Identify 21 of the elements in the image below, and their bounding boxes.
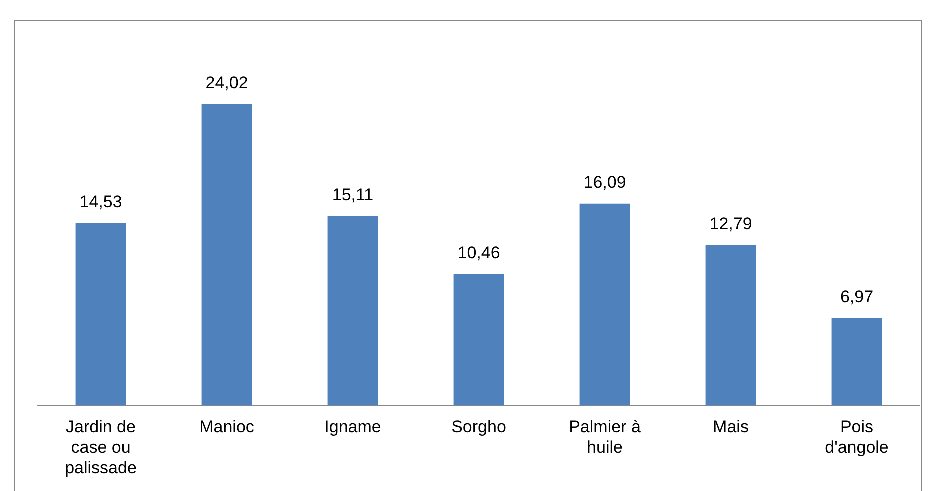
data-label: 6,97 <box>840 288 874 306</box>
bar <box>832 318 882 406</box>
bar <box>454 274 504 406</box>
data-label: 14,53 <box>80 192 122 212</box>
x-tick-label: Pois d'angole <box>825 418 889 458</box>
bar <box>328 216 378 406</box>
data-label: 15,11 <box>332 185 374 204</box>
x-tick-label: Igname <box>324 418 382 437</box>
bar <box>76 223 126 406</box>
x-tick-label: Manioc <box>200 418 255 437</box>
data-label: 12,79 <box>710 214 752 234</box>
data-label: 16,09 <box>584 173 626 192</box>
x-tick-label: Sorgho <box>452 418 506 437</box>
x-tick-label: Mais <box>713 418 749 437</box>
bar <box>202 104 252 406</box>
bar <box>706 245 756 406</box>
data-label: 24,02 <box>206 73 248 92</box>
data-label: 10,46 <box>458 244 500 263</box>
bar <box>580 204 630 406</box>
x-tick-label: Jardin de case ou palissade <box>65 418 137 478</box>
x-tick-label: Palmier à huile <box>569 418 642 458</box>
